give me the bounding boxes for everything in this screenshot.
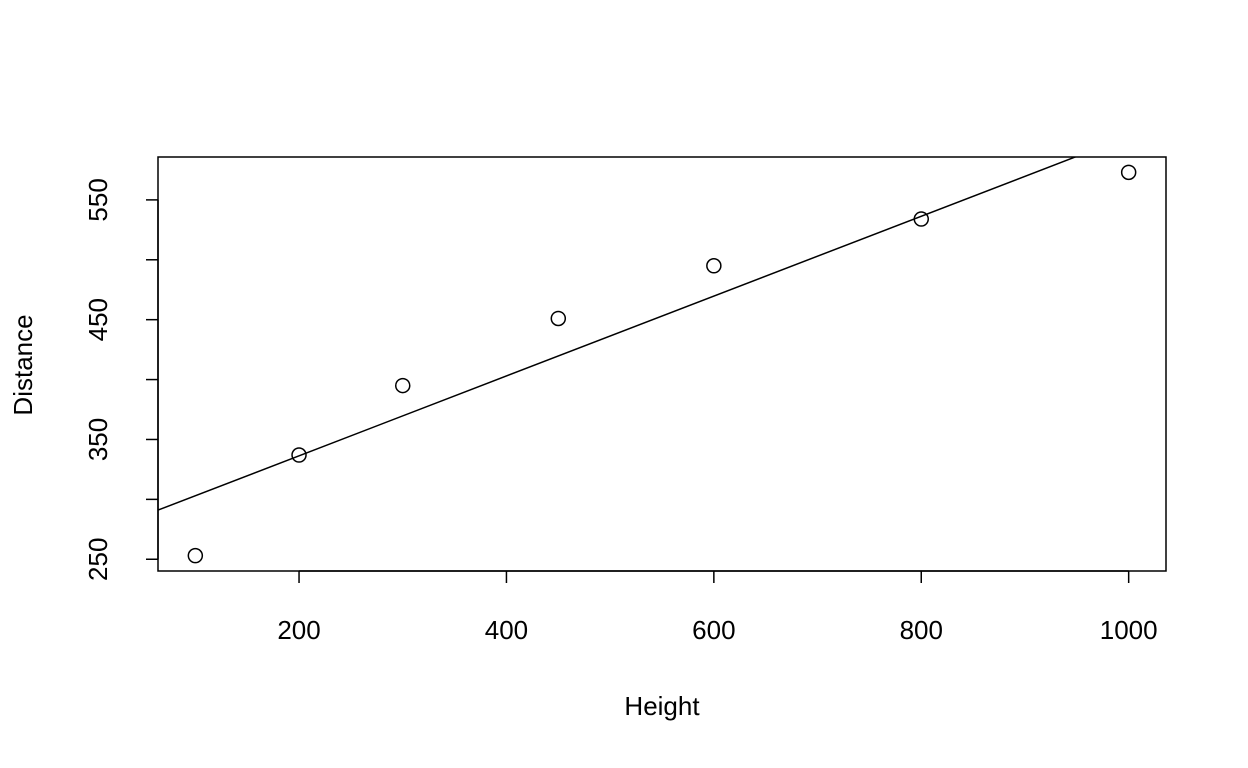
point — [913, 211, 930, 227]
plot-box — [157, 156, 1167, 572]
y-axis-label: Distance — [8, 314, 38, 415]
y-tick-label: 550 — [83, 178, 113, 221]
x-tick-label: 200 — [277, 615, 320, 645]
point — [394, 377, 411, 394]
point — [550, 310, 567, 327]
point — [706, 258, 722, 274]
point — [291, 447, 307, 463]
point — [1120, 164, 1137, 181]
point — [187, 547, 204, 564]
trend-line — [158, 157, 1078, 511]
x-tick-label: 1000 — [1100, 615, 1158, 645]
x-axis-label: Height — [624, 691, 700, 721]
x-tick-label: 400 — [485, 615, 528, 645]
x-tick-label: 600 — [692, 615, 735, 645]
y-tick-label: 450 — [83, 298, 113, 341]
y-tick-label: 250 — [83, 538, 113, 581]
y-tick-label: 350 — [83, 418, 113, 461]
x-tick-label: 800 — [900, 615, 943, 645]
